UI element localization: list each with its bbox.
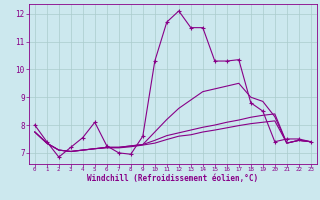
X-axis label: Windchill (Refroidissement éolien,°C): Windchill (Refroidissement éolien,°C) bbox=[87, 174, 258, 183]
